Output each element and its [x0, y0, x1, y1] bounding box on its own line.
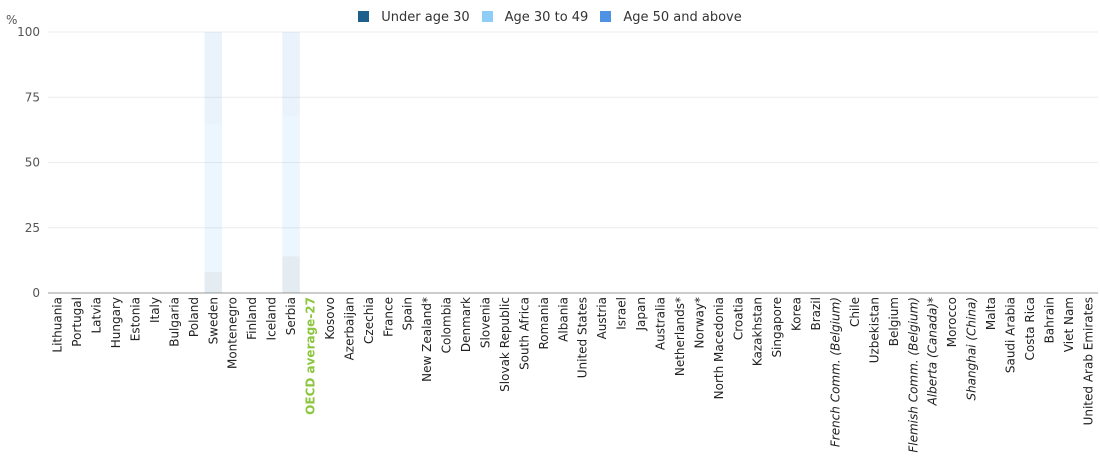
x-tick-label: Spain — [401, 297, 415, 331]
x-tick-label: Austria — [595, 297, 609, 339]
x-tick-label: Romania — [537, 297, 551, 349]
x-tick-label: Latvia — [90, 297, 104, 334]
x-tick-label: Albania — [556, 297, 570, 342]
x-tick-label: Croatia — [731, 297, 745, 340]
x-tick-label: South Africa — [517, 297, 531, 370]
x-tick-label: Poland — [187, 297, 201, 337]
x-tick-label: Japan — [634, 297, 648, 331]
x-tick-label: Hungary — [109, 297, 123, 348]
x-tick-label: Morocco — [945, 297, 959, 347]
y-unit-label: % — [6, 13, 17, 27]
x-tick-label: Korea — [790, 297, 804, 331]
x-tick-label: Slovak Republic — [498, 297, 512, 392]
legend-item: Under age 30 — [358, 10, 470, 25]
legend-swatch — [481, 11, 493, 22]
x-tick-label: Uzbekistan — [867, 297, 881, 363]
legend-swatch — [600, 11, 612, 22]
x-tick-label: Netherlands* — [673, 297, 687, 376]
x-tick-label: United Arab Emirates — [1081, 297, 1095, 425]
x-tick-label: Israel — [615, 297, 629, 330]
x-tick-label: Brazil — [809, 297, 823, 331]
legend-swatch — [358, 11, 370, 22]
x-tick-label: Czechia — [362, 297, 376, 344]
x-tick-label: Italy — [148, 297, 162, 323]
x-tick-label: Denmark — [459, 297, 473, 352]
x-tick-label: Norway* — [692, 297, 706, 349]
gridlines — [48, 31, 1098, 294]
x-tick-label: Finland — [245, 297, 259, 340]
x-tick-label: Alberta (Canada)* — [926, 297, 940, 406]
bar-segment[interactable] — [204, 32, 223, 124]
x-tick-label: Kosovo — [323, 297, 337, 340]
x-tick-label: Azerbaijan — [342, 297, 356, 360]
legend-item: Age 50 and above — [600, 10, 742, 25]
x-tick-label: Serbia — [284, 297, 298, 335]
x-tick-label: Saudi Arabia — [1004, 297, 1018, 373]
x-tick-label: Iceland — [265, 297, 279, 340]
x-tick-label: Chile — [848, 297, 862, 327]
bar-segment[interactable] — [282, 32, 300, 116]
x-tick-label: Costa Rica — [1023, 297, 1037, 360]
legend-label: Age 50 and above — [623, 10, 742, 25]
y-tick-label: 25 — [25, 221, 40, 235]
x-tick-label: Estonia — [129, 297, 143, 341]
x-tick-label: United States — [576, 297, 590, 378]
x-tick-label: New Zealand* — [420, 297, 434, 382]
x-tick-label: Bahrain — [1042, 297, 1056, 343]
x-tick-label: Shanghai (China) — [965, 297, 979, 401]
y-tick-label: 50 — [25, 156, 40, 170]
x-tick-label: North Macedonia — [712, 297, 726, 399]
x-tick-label: Slovenia — [479, 297, 493, 348]
x-axis: Lithuania Portugal Latvia Hungary Estonia Ita… — [51, 297, 1096, 453]
x-tick-label: Malta — [984, 297, 998, 330]
y-tick-label: 0 — [32, 286, 40, 300]
x-tick-label: Sweden — [206, 297, 220, 344]
chart-legend: Under age 30 Age 30 to 49 Age 50 and above — [0, 10, 1100, 25]
x-tick-label: French Comm. (Belgium) — [829, 297, 843, 447]
bar-segment[interactable] — [204, 123, 223, 273]
x-tick-label: Flemish Comm. (Belgium) — [906, 297, 920, 453]
x-tick-label: Australia — [654, 297, 668, 350]
x-tick-label: Singapore — [770, 297, 784, 358]
x-tick-label: Colombia — [440, 297, 454, 353]
y-tick-label: 75 — [25, 90, 40, 104]
x-tick-label: Montenegro — [226, 297, 240, 369]
legend-label: Under age 30 — [381, 10, 470, 25]
legend-item: Age 30 to 49 — [481, 10, 589, 25]
bar-segment[interactable] — [204, 272, 223, 293]
x-tick-label: France — [381, 297, 395, 337]
x-tick-label: Portugal — [70, 297, 84, 347]
bar-segment[interactable] — [282, 115, 300, 257]
legend-label: Age 30 to 49 — [504, 10, 589, 25]
x-tick-label: Bulgaria — [167, 297, 181, 347]
x-tick-label: Kazakhstan — [751, 297, 765, 366]
x-tick-label: Belgium — [887, 297, 901, 346]
x-tick-label: Lithuania — [51, 297, 65, 353]
x-tick-label: OECD average-27 — [304, 297, 318, 415]
bar-segment[interactable] — [282, 256, 300, 293]
y-axis: % 0 25 50 75 100 — [6, 13, 40, 300]
x-tick-label: Viet Nam — [1062, 297, 1076, 352]
y-tick-label: 100 — [17, 25, 40, 39]
bars — [204, 32, 300, 293]
